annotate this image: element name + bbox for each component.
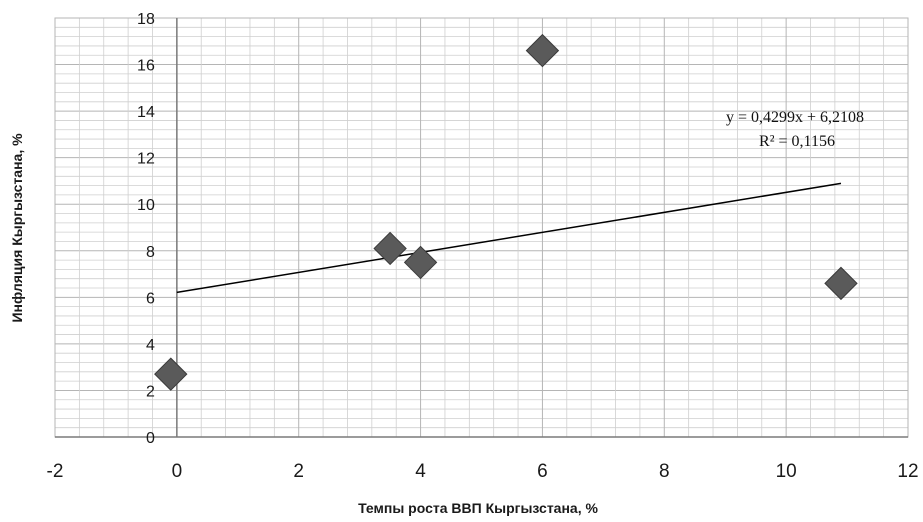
- x-axis-title: Темпы роста ВВП Кыргызстана, %: [358, 500, 598, 516]
- y-tick-labels: 0 2 4 6 8 10 12 14 16 18: [137, 11, 155, 447]
- y-tick-label: 14: [137, 104, 155, 121]
- y-tick-label: 4: [146, 337, 155, 354]
- x-tick-label: 8: [659, 461, 670, 482]
- data-point: [154, 357, 188, 391]
- x-tick-label: 0: [172, 461, 183, 482]
- y-tick-label: 18: [137, 11, 155, 28]
- data-point: [525, 33, 560, 68]
- x-tick-label: 6: [537, 461, 548, 482]
- y-tick-label: 6: [146, 290, 155, 307]
- x-tick-label: -2: [47, 461, 64, 482]
- x-tick-label: 10: [776, 461, 797, 482]
- trendline-group: [176, 182, 842, 294]
- trendline: [176, 182, 842, 294]
- y-tick-label: 8: [146, 244, 155, 261]
- data-point: [373, 231, 407, 266]
- data-point: [403, 245, 438, 280]
- y-tick-label: 2: [146, 383, 155, 400]
- trendline-equation: y = 0,4299x + 6,2108: [726, 109, 864, 126]
- y-tick-label: 12: [137, 151, 155, 168]
- y-axis-title: Инфляция Кыргызстана, %: [9, 133, 25, 323]
- grid: [54, 17, 909, 438]
- x-tick-labels: -2 0 2 4 6 8 10 12: [47, 461, 919, 482]
- data-point: [824, 266, 858, 301]
- data-points: [154, 33, 858, 391]
- y-tick-label: 16: [137, 58, 155, 75]
- y-tick-label: 0: [146, 430, 155, 447]
- x-tick-label: 2: [293, 461, 304, 482]
- y-tick-label: 10: [137, 197, 155, 214]
- x-tick-label: 4: [415, 461, 426, 482]
- x-tick-label: 12: [897, 461, 918, 482]
- trendline-r-squared: R² = 0,1156: [759, 133, 835, 150]
